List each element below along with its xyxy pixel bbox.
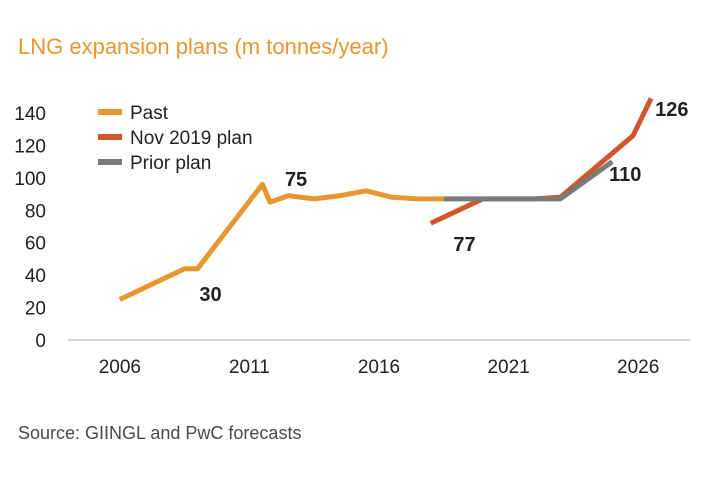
- series-line-prior-plan: [443, 159, 614, 202]
- y-tick-0: 0: [35, 331, 46, 352]
- x-tick-2021: 2021: [487, 357, 529, 378]
- x-tick-2006: 2006: [99, 357, 141, 378]
- y-tick-40: 40: [25, 266, 46, 287]
- x-tick-2016: 2016: [358, 357, 400, 378]
- source-note: Source: GIINGL and PwC forecasts: [18, 423, 302, 443]
- y-tick-120: 120: [14, 136, 46, 157]
- annotation-126: 126: [655, 99, 688, 121]
- legend-label-nov-2019-plan: Nov 2019 plan: [130, 128, 253, 149]
- y-tick-20: 20: [25, 299, 46, 320]
- annotation-77: 77: [453, 234, 475, 256]
- annotation-75: 75: [285, 169, 307, 191]
- y-tick-60: 60: [25, 234, 46, 255]
- annotation-110: 110: [609, 164, 641, 186]
- series-line-nov-2019-plan: [429, 97, 654, 226]
- annotation-30: 30: [199, 284, 221, 306]
- chart-title: LNG expansion plans (m tonnes/year): [18, 34, 389, 59]
- series-line-past: [118, 181, 444, 302]
- y-tick-labels: 0 20 40 60 80 100 120 140: [14, 104, 46, 352]
- y-tick-80: 80: [25, 201, 46, 222]
- series-lines: [118, 97, 654, 302]
- y-tick-100: 100: [14, 169, 46, 190]
- y-tick-140: 140: [14, 104, 46, 125]
- legend: Past Nov 2019 plan Prior plan: [98, 103, 253, 174]
- x-tick-2011: 2011: [229, 357, 270, 378]
- x-tick-labels: 2006 2011 2016 2021 2026: [99, 357, 660, 378]
- legend-label-past: Past: [130, 103, 169, 124]
- data-annotations: 30 75 77 110 126: [199, 99, 688, 306]
- legend-label-prior-plan: Prior plan: [130, 153, 211, 174]
- x-tick-2026: 2026: [617, 357, 659, 378]
